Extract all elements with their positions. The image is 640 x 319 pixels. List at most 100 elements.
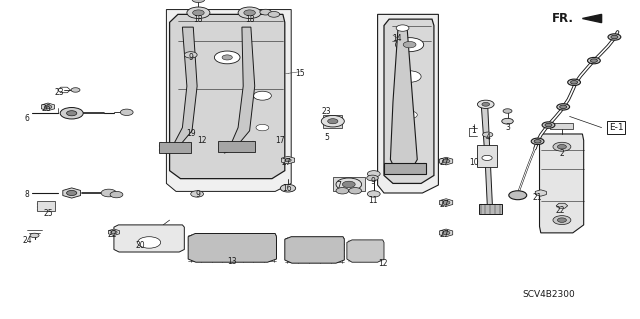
Circle shape [342, 181, 355, 188]
Circle shape [396, 25, 409, 31]
Circle shape [138, 237, 161, 248]
Circle shape [503, 109, 512, 113]
Circle shape [367, 175, 378, 181]
Text: 15: 15 [294, 69, 305, 78]
Circle shape [502, 118, 513, 124]
Polygon shape [440, 157, 452, 165]
Circle shape [256, 124, 269, 131]
Circle shape [238, 7, 261, 19]
Text: 18: 18 [245, 15, 254, 24]
Circle shape [336, 178, 362, 191]
Bar [477, 145, 497, 167]
Circle shape [191, 191, 204, 197]
Text: 27: 27 [440, 200, 450, 209]
Text: 10: 10 [468, 158, 479, 167]
Polygon shape [218, 141, 255, 152]
Circle shape [591, 59, 598, 62]
Polygon shape [481, 105, 493, 214]
Circle shape [531, 138, 544, 145]
Text: 18: 18 [194, 15, 203, 24]
Polygon shape [347, 240, 384, 262]
Circle shape [67, 111, 77, 116]
Circle shape [110, 191, 123, 198]
Polygon shape [479, 204, 502, 214]
Text: 23: 23 [321, 107, 332, 116]
Circle shape [336, 188, 349, 194]
Text: 9: 9 [196, 190, 201, 199]
Polygon shape [378, 14, 438, 193]
Circle shape [396, 38, 424, 52]
Circle shape [60, 108, 83, 119]
Text: 14: 14 [392, 34, 402, 43]
Bar [333, 177, 365, 191]
Text: 6: 6 [24, 114, 29, 122]
Text: 4: 4 [485, 133, 490, 142]
Circle shape [588, 57, 600, 64]
Circle shape [542, 122, 555, 128]
Bar [37, 201, 55, 211]
Circle shape [67, 190, 77, 196]
Text: 12: 12 [378, 259, 387, 268]
Polygon shape [285, 237, 344, 263]
Polygon shape [63, 108, 81, 118]
Polygon shape [188, 234, 276, 262]
Circle shape [71, 88, 80, 92]
Circle shape [482, 155, 492, 160]
Polygon shape [165, 27, 197, 153]
Polygon shape [63, 188, 81, 198]
Circle shape [571, 80, 578, 84]
Circle shape [608, 34, 621, 40]
Circle shape [442, 201, 450, 204]
Polygon shape [159, 142, 191, 153]
Text: 17: 17 [275, 136, 285, 145]
Polygon shape [42, 103, 54, 111]
Text: 9: 9 [188, 53, 193, 62]
Circle shape [367, 171, 380, 177]
Text: SCV4B2300: SCV4B2300 [523, 290, 575, 299]
Text: 3: 3 [505, 123, 510, 132]
Text: 9: 9 [370, 177, 375, 186]
Circle shape [553, 216, 571, 225]
Text: 12: 12 [198, 136, 207, 145]
Circle shape [560, 105, 567, 108]
Circle shape [222, 55, 232, 60]
Polygon shape [390, 27, 417, 173]
Circle shape [187, 7, 210, 19]
Polygon shape [384, 19, 434, 183]
Text: 23: 23 [54, 88, 64, 97]
Text: 27: 27 [440, 230, 450, 239]
Circle shape [442, 231, 450, 235]
Text: 26: 26 [42, 104, 52, 113]
Text: 27: 27 [440, 158, 450, 167]
Text: 20: 20 [136, 241, 146, 250]
Text: 13: 13 [227, 257, 237, 266]
Circle shape [553, 142, 571, 151]
Polygon shape [282, 156, 294, 164]
Circle shape [260, 9, 271, 15]
Text: FR.: FR. [552, 12, 574, 25]
Circle shape [101, 189, 116, 197]
Polygon shape [440, 199, 452, 206]
Circle shape [268, 11, 280, 17]
Polygon shape [114, 225, 184, 252]
Text: 1: 1 [471, 126, 476, 135]
Polygon shape [540, 134, 584, 233]
Circle shape [367, 191, 380, 197]
Polygon shape [224, 27, 255, 153]
Circle shape [44, 105, 52, 109]
Circle shape [482, 102, 490, 106]
Bar [323, 115, 342, 128]
Circle shape [403, 41, 416, 48]
Text: 22: 22 [556, 206, 564, 215]
Bar [550, 123, 573, 129]
Text: 19: 19 [186, 130, 196, 138]
Circle shape [477, 100, 494, 108]
Polygon shape [166, 10, 291, 191]
Circle shape [611, 35, 618, 39]
Circle shape [509, 191, 527, 200]
Circle shape [321, 115, 344, 127]
Text: E-1: E-1 [609, 123, 623, 132]
Circle shape [193, 10, 204, 16]
Text: 25: 25 [43, 209, 53, 218]
Circle shape [557, 145, 566, 149]
